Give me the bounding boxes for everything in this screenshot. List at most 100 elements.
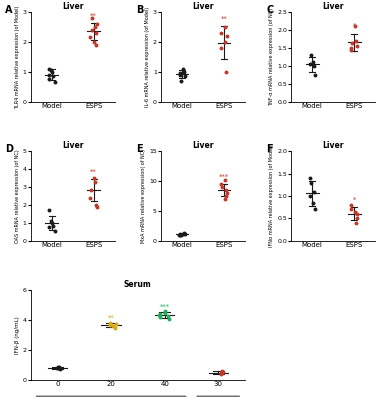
Y-axis label: OAS mRNA relative expression (of NC): OAS mRNA relative expression (of NC) — [15, 149, 20, 243]
Text: F: F — [266, 144, 273, 154]
Point — [222, 196, 228, 202]
Point — [92, 24, 98, 30]
Point — [46, 224, 52, 231]
Point — [348, 206, 354, 213]
Point — [87, 194, 93, 201]
Point — [349, 39, 355, 46]
Point — [348, 202, 354, 208]
Point — [88, 15, 95, 21]
Point — [52, 79, 58, 86]
Point — [46, 207, 52, 214]
Point — [311, 188, 317, 195]
Point — [54, 365, 60, 372]
Point — [46, 76, 52, 82]
Point — [223, 187, 229, 193]
Y-axis label: IL-6 mRNA relative expression (of Model): IL-6 mRNA relative expression (of Model) — [145, 7, 150, 107]
Point — [50, 73, 56, 80]
Text: ***: *** — [160, 304, 170, 310]
Point — [312, 206, 318, 213]
Y-axis label: IFNα mRNA relative expression (of Model): IFNα mRNA relative expression (of Model) — [270, 145, 275, 247]
Y-axis label: TLR4 mRNA relative expression (of Model): TLR4 mRNA relative expression (of Model) — [15, 5, 20, 108]
Text: C: C — [266, 5, 273, 15]
Text: D: D — [5, 144, 13, 154]
Point — [107, 322, 113, 328]
Point — [180, 230, 186, 237]
Point — [311, 63, 317, 69]
Point — [93, 30, 99, 36]
Text: **: ** — [108, 315, 115, 321]
Point — [223, 177, 229, 183]
Point — [223, 193, 229, 199]
Y-axis label: TNF-α mRNA relative expression (of NC): TNF-α mRNA relative expression (of NC) — [270, 8, 275, 106]
Title: Liver: Liver — [62, 141, 83, 150]
Point — [307, 175, 313, 181]
Point — [52, 228, 58, 234]
Point — [55, 363, 61, 370]
Point — [94, 204, 100, 210]
Point — [178, 78, 184, 84]
Point — [223, 69, 229, 75]
Y-axis label: IFN-β (ng/mL): IFN-β (ng/mL) — [15, 316, 20, 354]
Point — [177, 232, 183, 239]
Point — [223, 39, 229, 45]
Point — [178, 232, 184, 238]
Point — [48, 218, 54, 224]
Point — [162, 308, 169, 314]
Point — [180, 230, 187, 236]
Point — [180, 69, 187, 75]
Point — [310, 59, 316, 66]
Point — [308, 52, 314, 58]
Point — [113, 321, 119, 327]
Point — [354, 43, 360, 49]
Point — [48, 67, 54, 74]
Text: *: * — [353, 23, 356, 29]
Point — [157, 314, 163, 320]
Y-axis label: MxA mRNA relative expression( of NC): MxA mRNA relative expression( of NC) — [141, 149, 146, 243]
Text: *: * — [353, 196, 356, 202]
Point — [177, 231, 183, 237]
Point — [57, 366, 63, 372]
Point — [177, 72, 183, 78]
Title: Liver: Liver — [192, 141, 214, 150]
Point — [177, 70, 183, 76]
Point — [46, 72, 52, 78]
Point — [50, 222, 56, 229]
Point — [352, 208, 358, 215]
Point — [166, 316, 172, 322]
Point — [218, 30, 224, 36]
Point — [92, 178, 98, 185]
Point — [348, 45, 354, 51]
Text: B: B — [136, 5, 143, 15]
Text: **: ** — [221, 16, 228, 22]
Title: Liver: Liver — [62, 2, 83, 11]
Point — [219, 368, 225, 374]
Point — [222, 24, 228, 30]
Point — [165, 312, 171, 319]
Point — [219, 184, 225, 190]
Point — [176, 232, 182, 238]
Title: Liver: Liver — [192, 2, 214, 11]
Point — [157, 311, 163, 317]
Point — [219, 369, 225, 376]
Point — [89, 27, 95, 33]
Point — [310, 200, 316, 206]
Text: **: ** — [90, 12, 97, 18]
Point — [218, 370, 224, 377]
Point — [348, 46, 354, 53]
Point — [49, 69, 56, 75]
Point — [220, 368, 226, 375]
Point — [218, 181, 224, 187]
Point — [218, 45, 224, 51]
Point — [87, 34, 93, 41]
Point — [224, 33, 230, 39]
Point — [162, 310, 168, 316]
Text: **: ** — [90, 169, 97, 175]
Title: Liver: Liver — [322, 141, 344, 150]
Point — [55, 365, 61, 371]
Point — [46, 66, 52, 72]
Title: Serum: Serum — [124, 280, 152, 290]
Point — [182, 231, 188, 238]
Text: E: E — [136, 144, 142, 154]
Point — [307, 193, 313, 199]
Point — [93, 42, 99, 48]
